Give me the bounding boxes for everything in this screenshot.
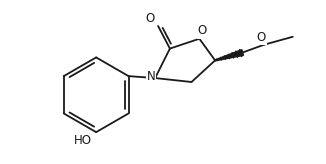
Text: O: O bbox=[257, 31, 266, 44]
Text: N: N bbox=[147, 70, 156, 83]
Text: O: O bbox=[198, 24, 207, 37]
Text: O: O bbox=[146, 12, 155, 25]
Text: HO: HO bbox=[74, 133, 92, 146]
Polygon shape bbox=[215, 50, 244, 61]
